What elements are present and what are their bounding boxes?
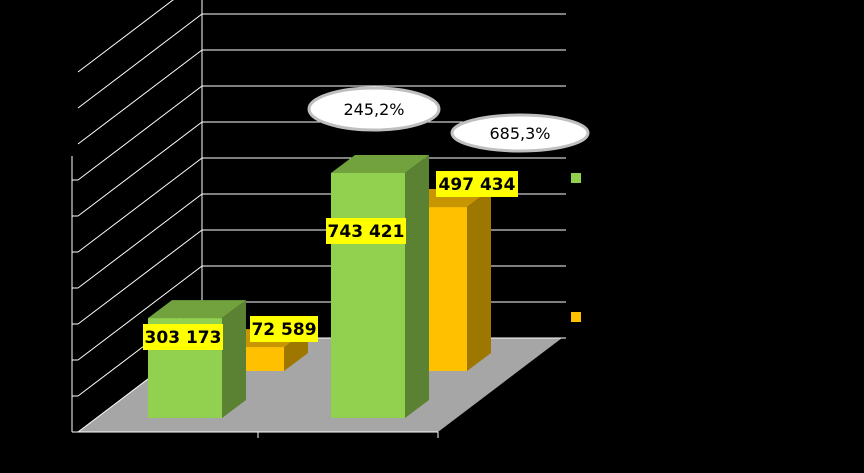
bar-series1-cat2 [331, 154, 429, 418]
gridline-side [77, 13, 203, 109]
gridline-side [77, 157, 203, 253]
bar-series1-cat2-side [405, 154, 429, 418]
gridline-side [77, 49, 203, 145]
gridline-side [77, 121, 203, 217]
data-label-series2-cat2-text: 497 434 [439, 175, 516, 195]
data-label-series1-cat1: 303 173 [143, 324, 223, 350]
bar-series1-cat2-top [331, 154, 429, 173]
growth-callout-series2-text: 685,3% [489, 124, 550, 143]
growth-callout-series1: 245,2% [307, 86, 441, 132]
gridline-side [77, 0, 174, 73]
data-label-series2-cat1-text: 72 589 [251, 320, 316, 340]
bar-series1-cat1 [148, 300, 246, 418]
gridline-side [77, 265, 203, 361]
gridline-side [77, 229, 203, 325]
data-label-series2-cat2: 497 434 [436, 171, 518, 197]
bar-series2-cat2-side [467, 189, 491, 371]
growth-callout-series1-text: 245,2% [343, 100, 404, 119]
bar-series1-cat1-side [222, 300, 246, 418]
gridline-side [77, 193, 203, 289]
data-label-series1-cat2: 743 421 [326, 218, 406, 244]
gridline-side [77, 85, 203, 181]
bar-series1-cat1-top [148, 300, 246, 319]
value-axis [71, 156, 439, 438]
data-label-series2-cat1: 72 589 [250, 316, 318, 342]
legend [571, 173, 581, 322]
legend-swatch-series2 [571, 312, 581, 322]
growth-callout-series2: 685,3% [450, 113, 590, 153]
data-label-series1-cat2-text: 743 421 [328, 222, 405, 242]
data-label-series1-cat1-text: 303 173 [145, 328, 222, 348]
legend-swatch-series1 [571, 173, 581, 183]
bar-series1-cat2-front [331, 172, 405, 418]
